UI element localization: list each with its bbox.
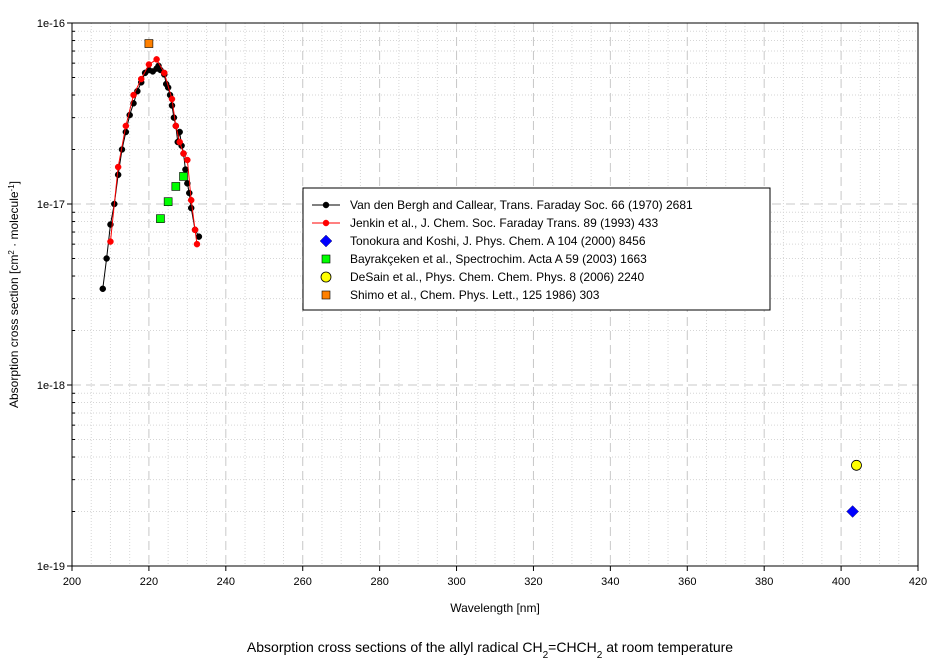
legend-marker [319,234,333,248]
data-point [107,238,114,245]
data-point [137,75,145,83]
data-point [182,166,189,173]
x-tick-labels: 200 220 240 260 280 300 320 340 360 380 400 420 [63,576,927,588]
legend-label: Jenkin et al., J. Chem. Soc. Faraday Tra… [350,216,658,230]
data-point [172,122,180,130]
legend-label: Shimo et al., Chem. Phys. Lett., 125 198… [350,288,600,302]
legend-label: DeSain et al., Phys. Chem. Chem. Phys. 8… [350,270,644,284]
x-tick-label: 300 [447,576,465,588]
y-tick-labels: 1e-19 1e-18 1e-17 1e-16 [37,18,65,573]
data-point [195,233,203,240]
x-tick-label: 380 [755,576,773,588]
series-6 [144,39,154,48]
data-point [186,189,193,197]
legend-item: Bayrakçeken et al., Spectrochim. Acta A … [321,252,647,266]
data-point [187,196,195,204]
legend-marker [322,201,330,209]
series-3 [846,505,859,518]
legend-item: Van den Bergh and Callear, Trans. Farada… [312,198,693,212]
caption-part: at room temperature [602,639,733,655]
x-tick-label: 200 [63,576,81,588]
legend-marker [322,219,330,227]
data-point [130,91,137,99]
y-axis-title-superscript: 2 [7,250,16,255]
data-point [168,102,176,109]
caption-part: Absorption cross sections of the allyl r… [247,639,543,655]
data-point [168,95,176,103]
legend-label: Bayrakçeken et al., Spectrochim. Acta A … [350,252,647,266]
y-tick-label: 1e-18 [37,380,65,392]
series-layer [99,39,862,518]
plot-area-frame [71,22,919,567]
y-axis-title-part: ] [7,181,21,184]
caption-part: =CHCH [548,639,597,655]
data-point [153,56,160,63]
data-point [176,128,183,136]
data-point [179,172,188,181]
y-axis-title-part: Absorption cross section [cm [7,255,21,408]
data-point [171,182,181,191]
legend-item: Tonokura and Koshi, J. Phys. Chem. A 104… [319,234,646,248]
data-point [114,171,122,179]
y-tick-label: 1e-16 [37,18,65,30]
data-point [161,69,168,77]
y-axis-title: Absorption cross section [cm2 · molecule… [7,181,22,408]
legend-box [302,187,771,311]
y-axis-title-part: · molecule [7,191,21,250]
major-gridlines [72,23,918,566]
x-tick-label: 340 [601,576,619,588]
y-tick-label: 1e-19 [37,561,65,573]
data-point [851,459,862,471]
data-point [191,226,199,234]
legend-marker [320,271,332,283]
data-point [193,240,201,248]
data-point [114,163,122,171]
data-point [103,255,110,262]
legend-item: DeSain et al., Phys. Chem. Chem. Phys. 8… [320,270,644,284]
data-point [176,138,183,146]
axis-ticks [67,22,919,571]
x-tick-label: 260 [294,576,312,588]
series-5 [851,459,862,471]
legend: Van den Bergh and Callear, Trans. Farada… [302,187,771,311]
x-tick-label: 240 [217,576,235,588]
data-point [122,122,130,130]
x-tick-label: 400 [832,576,850,588]
data-point [145,61,153,68]
data-point [156,214,165,223]
series-line [109,58,198,245]
series-4 [156,172,188,223]
x-axis-title: Wavelength [nm] [450,601,540,615]
x-tick-label: 360 [678,576,696,588]
legend-item: Jenkin et al., J. Chem. Soc. Faraday Tra… [312,216,658,230]
series-2 [107,56,201,248]
data-point [122,128,130,136]
y-axis-title-superscript: -1 [7,184,16,192]
legend-marker [321,254,331,264]
data-point [163,197,173,206]
legend-item: Shimo et al., Chem. Phys. Lett., 125 198… [321,288,600,302]
x-tick-label: 320 [524,576,542,588]
figure-caption: Absorption cross sections of the allyl r… [247,639,733,661]
legend-label: Van den Bergh and Callear, Trans. Farada… [350,198,693,212]
data-point [180,150,187,157]
data-point [99,285,107,293]
legend-marker [321,290,331,300]
caption-subscript: 2 [597,650,603,661]
data-point [846,505,859,518]
data-point [144,39,154,48]
data-point [187,204,195,212]
data-point [184,156,191,164]
legend-label: Tonokura and Koshi, J. Phys. Chem. A 104… [350,234,646,248]
caption-subscript: 2 [543,650,549,661]
x-tick-label: 420 [909,576,927,588]
x-tick-label: 280 [370,576,388,588]
x-tick-label: 220 [140,576,158,588]
y-tick-label: 1e-17 [37,199,65,211]
